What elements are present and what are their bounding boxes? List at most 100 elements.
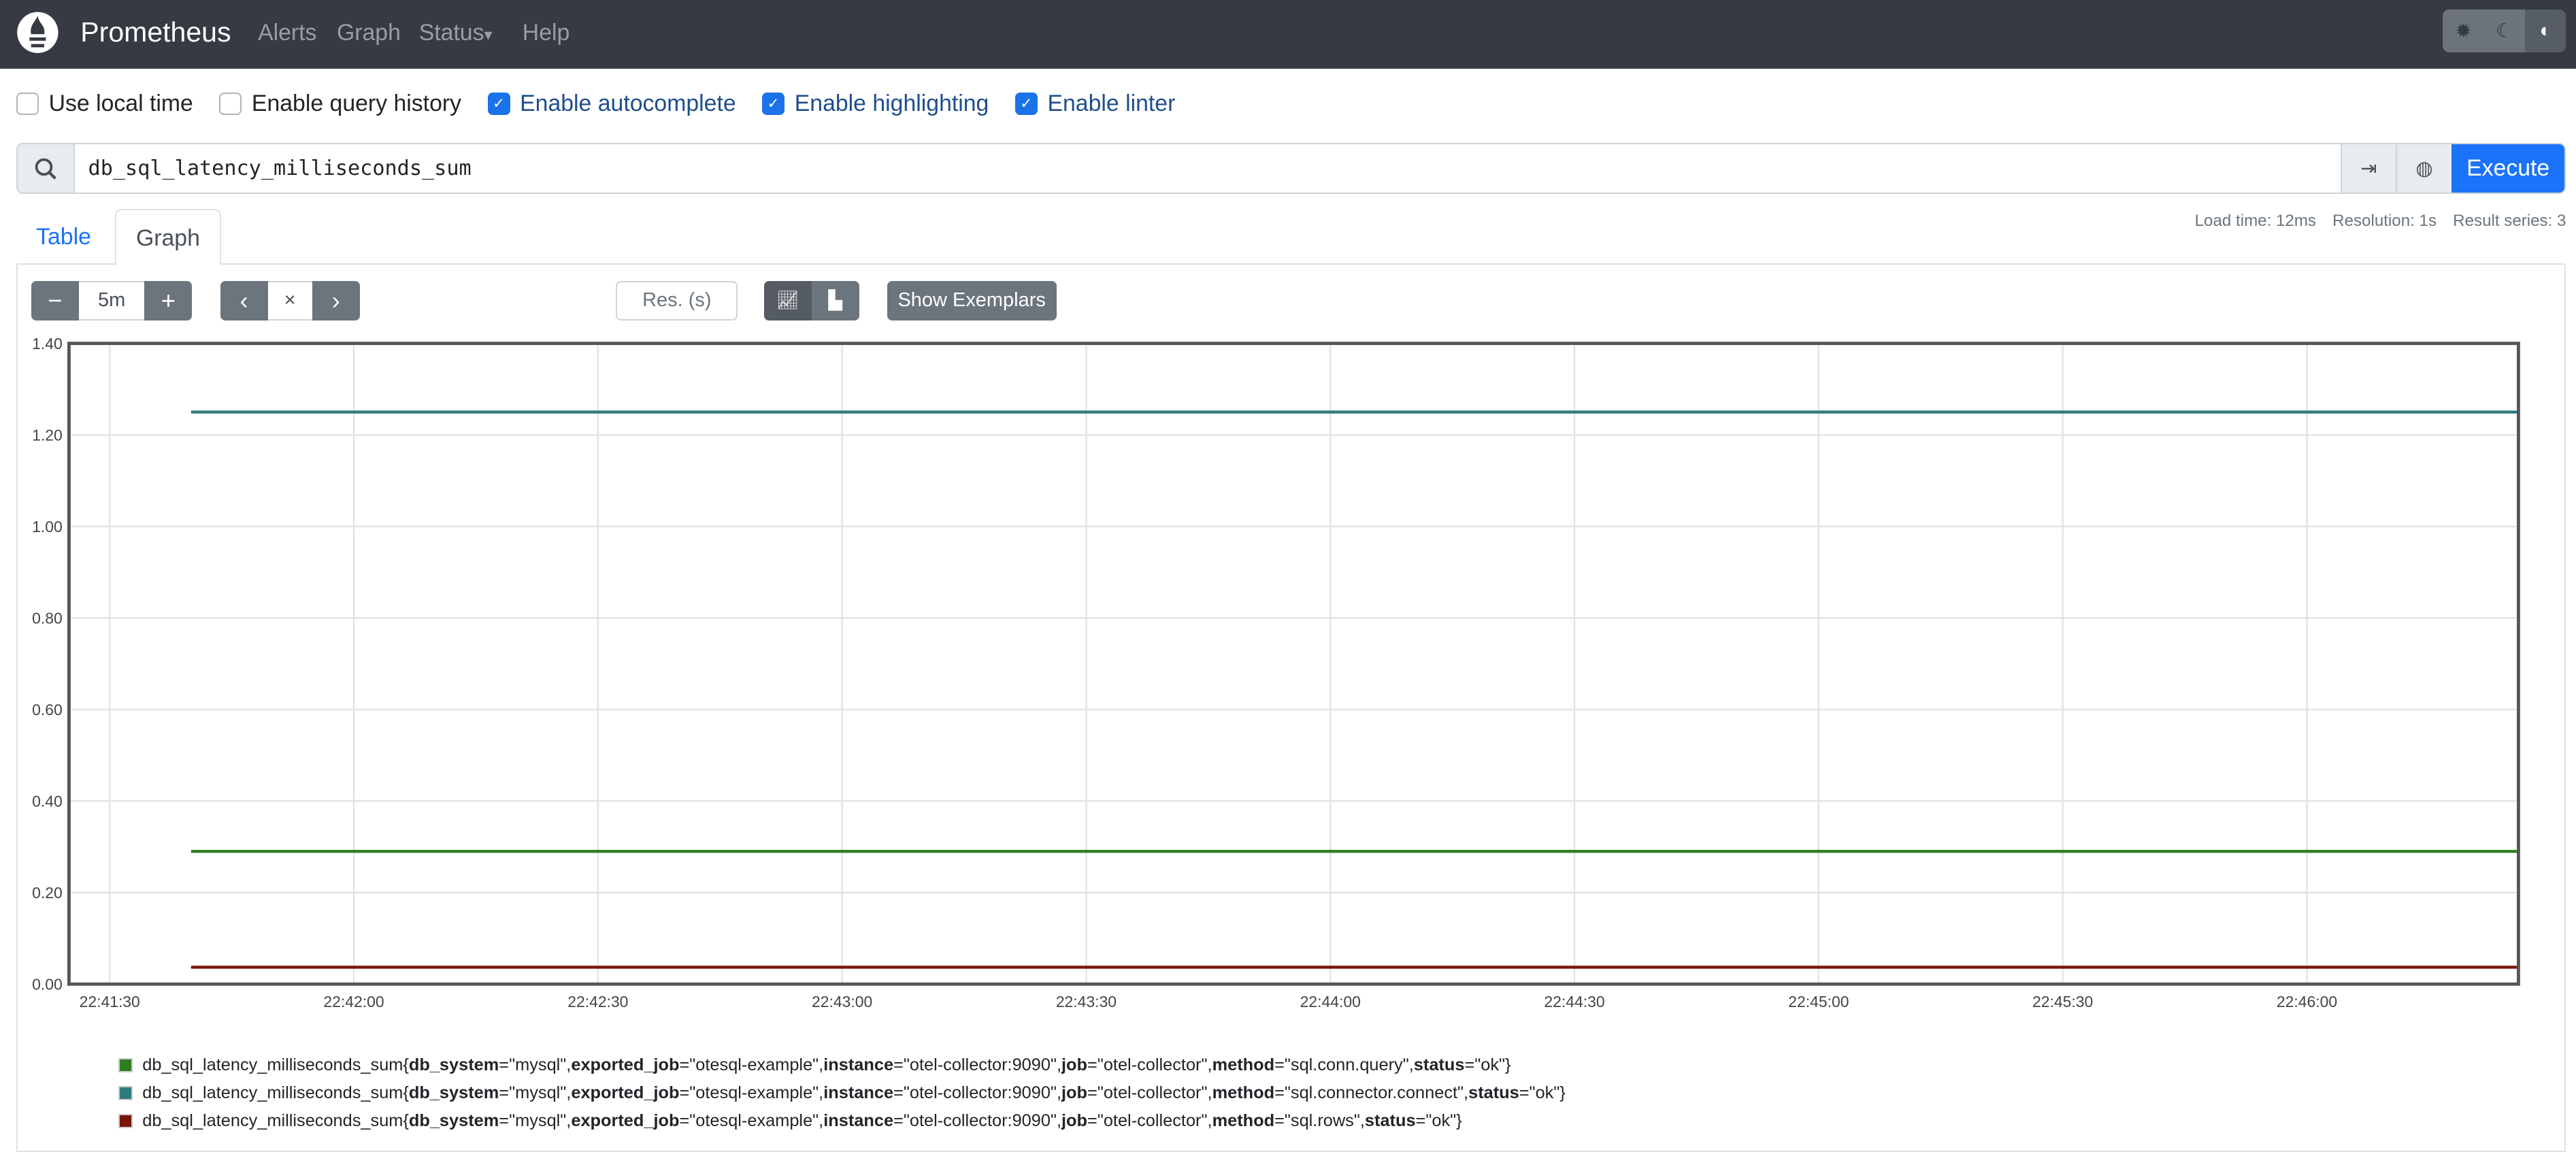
option-3[interactable]: ✓ Enable highlighting: [762, 90, 989, 117]
label-value: sql.conn.query: [1290, 1055, 1403, 1075]
label-value: mysql: [515, 1055, 561, 1075]
next-time-button[interactable]: ›: [312, 280, 360, 320]
label-name: status: [1413, 1055, 1465, 1075]
label-value: otel-collector: [1103, 1111, 1202, 1131]
range-control: − 5m +: [31, 280, 193, 320]
caret-down-icon: ▾: [484, 25, 493, 44]
execute-button[interactable]: Execute: [2451, 144, 2565, 193]
option-label: Enable linter: [1047, 90, 1176, 116]
option-4[interactable]: ✓ Enable linter: [1014, 90, 1176, 117]
series-swatch: [118, 1058, 133, 1073]
clear-end-time-button[interactable]: ×: [267, 280, 312, 320]
area-chart-icon[interactable]: ▙: [811, 280, 859, 320]
load-time: Load time: 12ms: [2194, 212, 2316, 231]
label-value: otesql-example: [695, 1083, 813, 1103]
range-input[interactable]: 5m: [78, 280, 145, 320]
legend: db_sql_latency_milliseconds_sum{db_syste…: [118, 1051, 1566, 1135]
resolution-input[interactable]: Res. (s): [616, 280, 738, 320]
resolution: Resolution: 1s: [2332, 212, 2437, 231]
label-name: instance: [823, 1111, 894, 1131]
prometheus-logo-icon[interactable]: [16, 10, 59, 56]
label-name: instance: [823, 1055, 894, 1075]
checkbox[interactable]: ✓: [487, 92, 510, 115]
checkbox[interactable]: ✓: [762, 92, 785, 115]
legend-item[interactable]: db_sql_latency_milliseconds_sum{db_syste…: [118, 1079, 1566, 1107]
legend-item[interactable]: db_sql_latency_milliseconds_sum{db_syste…: [118, 1051, 1566, 1079]
y-tick-label: 0.40: [32, 793, 63, 810]
checkbox[interactable]: [16, 92, 39, 115]
line-chart-icon[interactable]: 📈︎: [763, 280, 812, 320]
globe-icon: ◍: [2415, 157, 2433, 180]
label-name: method: [1212, 1055, 1275, 1075]
label-name: exported_job: [571, 1055, 680, 1075]
label-value: sql.connector.connect: [1290, 1083, 1458, 1103]
x-tick-label: 22:44:00: [1300, 993, 1361, 1010]
label-value: otel-collector: [1103, 1083, 1202, 1103]
search-icon: [18, 144, 76, 193]
x-tick-label: 22:43:30: [1056, 993, 1117, 1010]
label-name: job: [1061, 1111, 1088, 1131]
x-tick-label: 22:42:00: [323, 993, 384, 1010]
previous-time-button[interactable]: ‹: [220, 280, 268, 320]
label-name: job: [1061, 1083, 1088, 1103]
format-expression-button[interactable]: ⇥: [2340, 144, 2396, 193]
nav-graph[interactable]: Graph: [336, 19, 401, 46]
decrease-range-button[interactable]: −: [31, 280, 79, 320]
option-1[interactable]: Enable query history: [219, 90, 461, 117]
label-name: instance: [823, 1083, 894, 1103]
tab-table[interactable]: Table: [36, 223, 91, 250]
series-swatch: [118, 1086, 133, 1101]
tab-graph[interactable]: Graph: [115, 208, 221, 267]
nav-status[interactable]: Status▾: [419, 20, 493, 46]
y-tick-label: 1.20: [32, 427, 63, 444]
metric-name: db_sql_latency_milliseconds_sum: [142, 1083, 403, 1103]
indent-icon: ⇥: [2360, 157, 2377, 180]
theme-toggle: ✹ ☾ ◐: [2443, 10, 2566, 53]
label-value: ok: [1481, 1055, 1500, 1075]
label-value: otesql-example: [695, 1111, 813, 1131]
y-tick-label: 0.20: [32, 884, 63, 902]
y-tick-label: 1.00: [32, 518, 63, 536]
metric-name: db_sql_latency_milliseconds_sum: [142, 1055, 403, 1075]
option-2[interactable]: ✓ Enable autocomplete: [487, 90, 736, 117]
label-name: method: [1212, 1111, 1275, 1131]
label-name: db_system: [408, 1055, 499, 1075]
label-name: job: [1061, 1055, 1088, 1075]
show-exemplars-button[interactable]: Show Exemplars: [887, 280, 1057, 320]
label-value: mysql: [515, 1083, 561, 1103]
option-label: Enable autocomplete: [520, 90, 736, 116]
metrics-explorer-button[interactable]: ◍: [2396, 144, 2451, 193]
x-tick-label: 22:46:00: [2277, 993, 2337, 1010]
x-tick-label: 22:43:00: [812, 993, 872, 1010]
graph-chart[interactable]: 0.00 0.20 0.40 0.60 0.80 1.00 1.20 1.40 22:41:30…: [0, 0, 2576, 1035]
label-name: exported_job: [571, 1083, 680, 1103]
label-value: sql.rows: [1290, 1111, 1354, 1131]
legend-item[interactable]: db_sql_latency_milliseconds_sum{db_syste…: [118, 1107, 1566, 1135]
tabs: Table Graph: [16, 208, 2566, 267]
metric-name: db_sql_latency_milliseconds_sum: [142, 1111, 403, 1131]
nav-alerts[interactable]: Alerts: [258, 19, 317, 46]
query-bar: ⇥ ◍ Execute: [16, 143, 2566, 194]
label-value: otesql-example: [695, 1055, 813, 1075]
nav-help[interactable]: Help: [522, 19, 570, 46]
label-name: status: [1364, 1111, 1416, 1131]
y-tick-label: 1.40: [32, 335, 63, 352]
moon-icon[interactable]: ☾: [2483, 10, 2526, 53]
sun-icon[interactable]: ✹: [2443, 10, 2484, 53]
brand[interactable]: Prometheus: [80, 16, 231, 48]
x-tick-label: 22:42:30: [567, 993, 628, 1010]
label-value: mysql: [515, 1111, 561, 1131]
query-input[interactable]: [75, 144, 2341, 193]
x-tick-label: 22:44:30: [1544, 993, 1604, 1010]
options-row: Use local time Enable query history ✓ Enabl…: [16, 90, 1175, 117]
option-0[interactable]: Use local time: [16, 90, 193, 117]
contrast-icon[interactable]: ◐: [2525, 10, 2566, 53]
checkbox[interactable]: [219, 92, 242, 115]
nav-status-label: Status: [418, 19, 484, 46]
y-tick-label: 0.60: [32, 701, 63, 719]
checkbox[interactable]: ✓: [1014, 92, 1038, 115]
increase-range-button[interactable]: +: [144, 280, 193, 320]
result-series: Result series: 3: [2453, 212, 2566, 231]
plot-border: [67, 342, 2520, 986]
navbar: Prometheus Alerts Graph Status▾ Help ✹ ☾…: [0, 0, 2576, 69]
